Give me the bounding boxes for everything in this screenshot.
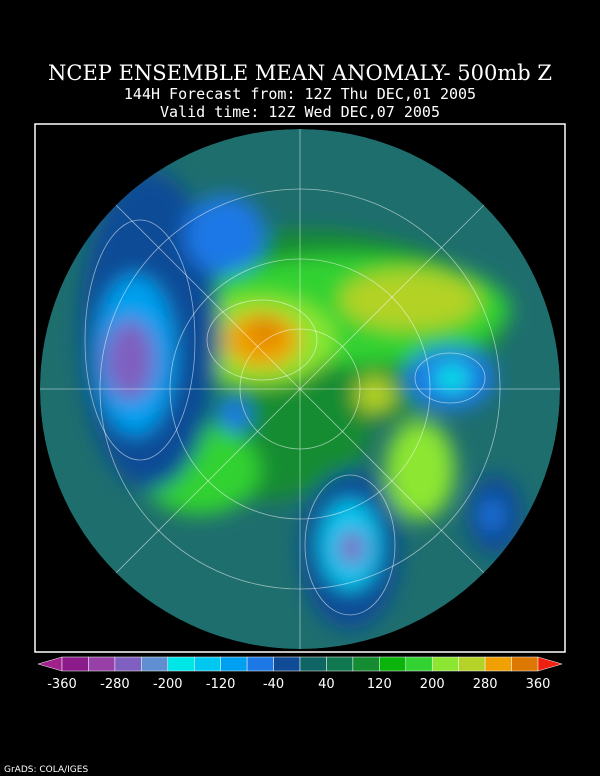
- colorbar-box: [193, 656, 221, 672]
- map: [40, 129, 560, 649]
- colorbar-label: -120: [206, 677, 236, 692]
- colorbar-box: [299, 656, 327, 672]
- colorbar-box: [431, 656, 459, 672]
- subtitle: 144H Forecast from: 12Z Thu DEC,01 2005: [124, 85, 476, 103]
- colorbar-label: 360: [526, 677, 551, 692]
- colorbar-box: [458, 656, 486, 672]
- colorbar-box: [141, 656, 169, 672]
- colorbar-box: [114, 656, 142, 672]
- colorbar-box: [326, 656, 354, 672]
- colorbar-box: [352, 656, 380, 672]
- colorbar-box: [273, 656, 301, 672]
- colorbar-box: [511, 656, 539, 672]
- colorbar-box: [220, 656, 248, 672]
- colorbar-label: 40: [318, 677, 335, 692]
- colorbar: -360 -280 -200 -120 -40 40 120 200 280 360: [37, 656, 563, 692]
- colorbar-label: 280: [473, 677, 498, 692]
- colorbar-label: -40: [263, 677, 284, 692]
- colorbar-label: 120: [367, 677, 392, 692]
- colorbar-box: [379, 656, 407, 672]
- colorbar-box: [88, 656, 116, 672]
- colorbar-label: -280: [100, 677, 130, 692]
- footer: GrADS: COLA/IGES: [4, 765, 88, 775]
- valid-time: Valid time: 12Z Wed DEC,07 2005: [160, 103, 440, 121]
- colorbar-arrow: [537, 656, 563, 672]
- colorbar-box: [61, 656, 89, 672]
- colorbar-box: [484, 656, 512, 672]
- colorbar-label: -360: [47, 677, 77, 692]
- colorbar-label: 200: [420, 677, 445, 692]
- colorbar-box: [167, 656, 195, 672]
- title: NCEP ENSEMBLE MEAN ANOMALY- 500mb Z: [48, 61, 552, 85]
- colorbar-box: [405, 656, 433, 672]
- colorbar-label: -200: [153, 677, 183, 692]
- colorbar-box: [246, 656, 274, 672]
